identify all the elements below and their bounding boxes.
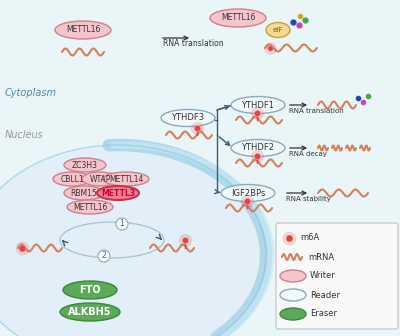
Ellipse shape [221,184,275,202]
Ellipse shape [280,289,306,301]
Ellipse shape [63,281,117,299]
Text: YTHDF3: YTHDF3 [172,114,204,123]
Ellipse shape [97,186,139,200]
Text: mRNA: mRNA [308,252,334,261]
Text: m6A: m6A [300,234,319,243]
Text: Cytoplasm: Cytoplasm [5,88,57,98]
Circle shape [98,250,110,262]
Text: RBM15: RBM15 [71,188,97,198]
Text: METTL14: METTL14 [109,174,143,183]
Ellipse shape [64,186,104,200]
Ellipse shape [67,200,113,214]
Ellipse shape [231,96,285,114]
Text: FTO: FTO [79,285,101,295]
Text: 2: 2 [102,252,106,260]
Text: eIF: eIF [273,27,283,33]
Ellipse shape [64,158,106,172]
Ellipse shape [0,145,266,336]
Text: RNA translation: RNA translation [163,39,224,48]
Text: METTL16: METTL16 [73,203,107,211]
Ellipse shape [280,270,306,282]
Circle shape [116,218,128,230]
FancyBboxPatch shape [276,223,398,329]
Text: YTHDF1: YTHDF1 [242,100,274,110]
Text: RNA decay: RNA decay [289,151,327,157]
Text: ALKBH5: ALKBH5 [68,307,112,317]
Ellipse shape [82,172,118,186]
Ellipse shape [280,308,306,320]
Ellipse shape [103,172,149,186]
Text: 1: 1 [120,219,124,228]
Ellipse shape [231,139,285,157]
Ellipse shape [55,21,111,39]
Text: METTL16: METTL16 [221,13,255,23]
Text: ZC3H3: ZC3H3 [72,161,98,169]
Ellipse shape [161,110,215,126]
Text: IGF2BPs: IGF2BPs [231,188,265,198]
Ellipse shape [60,303,120,321]
Ellipse shape [266,23,290,38]
Text: WTAP: WTAP [89,174,111,183]
Text: Eraser: Eraser [310,309,337,319]
Ellipse shape [210,9,266,27]
Text: Reader: Reader [310,291,340,299]
Text: RNA stability: RNA stability [286,196,331,202]
Text: METTL16: METTL16 [66,26,100,35]
Text: CBLL1: CBLL1 [60,174,84,183]
Text: Nucleus: Nucleus [5,130,44,140]
Text: Writer: Writer [310,271,336,281]
Text: METTL3: METTL3 [101,188,135,198]
Text: RNA translation: RNA translation [289,108,344,114]
Ellipse shape [53,172,91,186]
Text: YTHDF2: YTHDF2 [242,143,274,153]
